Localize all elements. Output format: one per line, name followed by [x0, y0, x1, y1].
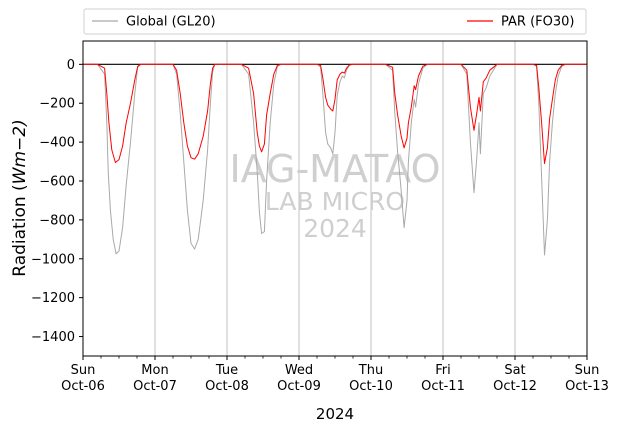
watermark-line-2: LAB MICRO	[265, 187, 405, 216]
x-tick-label-day-2: Tue	[215, 363, 238, 378]
y-axis-label-unit: Wm	[10, 151, 30, 184]
x-tick-label-day-4: Thu	[358, 363, 383, 378]
y-axis-label-unit-rest: −2)	[10, 119, 30, 151]
series-line-global	[83, 63, 587, 256]
y-tick-label-5: −1000	[31, 252, 75, 267]
y-tick-label-1: −200	[39, 97, 75, 112]
plot-area: IAG-MATAO LAB MICRO 2024	[82, 40, 588, 357]
y-tick-label-7: −1400	[31, 330, 75, 345]
x-tick-label-date-2: Oct-08	[205, 379, 249, 394]
watermark: IAG-MATAO LAB MICRO 2024	[229, 147, 440, 243]
y-tick-label-6: −1200	[31, 291, 75, 306]
x-tick-label-date-3: Oct-09	[277, 379, 321, 394]
x-axis: SunOct-06MonOct-07TueOct-08WedOct-09ThuO…	[61, 356, 609, 394]
x-tick-label-day-7: Sun	[575, 363, 600, 378]
series-line-par	[83, 63, 587, 164]
y-axis-label-main: Radiation (	[10, 184, 30, 276]
x-tick-label-day-5: Fri	[435, 363, 451, 378]
watermark-line-1: IAG-MATAO	[229, 147, 440, 191]
x-tick-label-date-6: Oct-12	[493, 379, 537, 394]
watermark-line-3: 2024	[303, 214, 367, 243]
x-tick-label-date-5: Oct-11	[421, 379, 465, 394]
legend-frame	[83, 8, 587, 35]
x-axis-label: 2024	[316, 405, 354, 423]
grid-lines	[154, 41, 516, 356]
y-axis-label: Radiation (Wm−2)	[10, 119, 30, 276]
y-tick-label-0: 0	[67, 58, 75, 73]
legend-label-par: PAR (FO30)	[501, 15, 574, 30]
x-tick-label-day-6: Sat	[504, 363, 525, 378]
x-tick-label-date-0: Oct-06	[61, 379, 105, 394]
x-tick-label-date-7: Oct-13	[565, 379, 609, 394]
y-tick-label-3: −600	[39, 175, 75, 190]
x-tick-label-date-1: Oct-07	[133, 379, 177, 394]
x-tick-label-day-0: Sun	[71, 363, 96, 378]
series-layer	[83, 63, 587, 256]
x-tick-label-day-1: Mon	[141, 363, 168, 378]
x-tick-label-day-3: Wed	[285, 363, 313, 378]
legend: Global (GL20) PAR (FO30)	[83, 8, 587, 35]
x-tick-label-date-4: Oct-10	[349, 379, 393, 394]
y-tick-label-4: −800	[39, 213, 75, 228]
y-axis: 0 −200 −400 −600 −800 −1000 −1200 −1400	[31, 58, 83, 345]
y-tick-label-2: −400	[39, 136, 75, 151]
legend-label-global: Global (GL20)	[126, 15, 216, 30]
